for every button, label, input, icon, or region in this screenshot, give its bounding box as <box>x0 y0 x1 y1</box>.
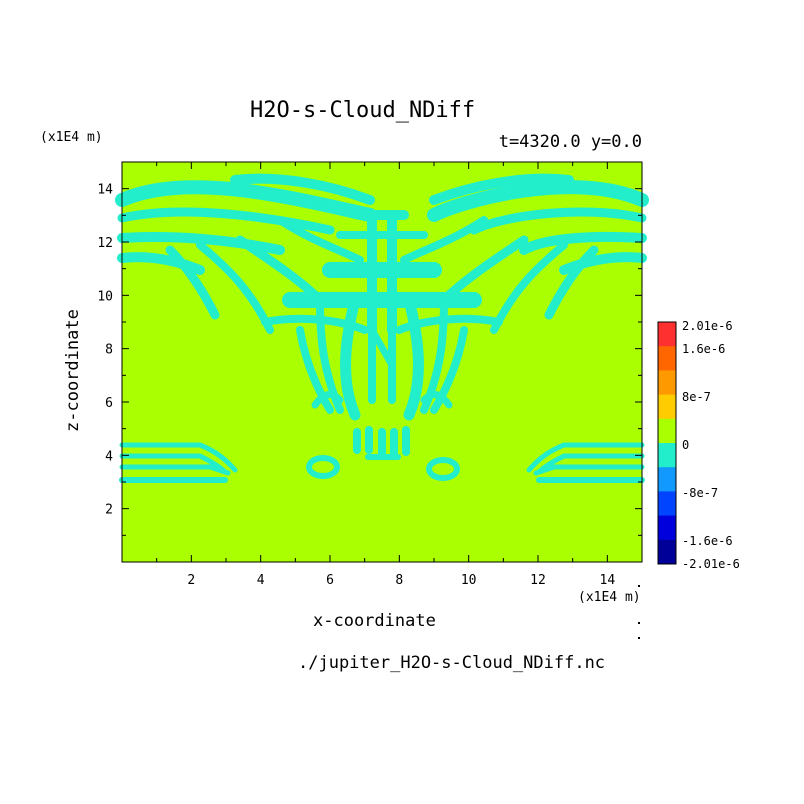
x-tick-label: 14 <box>600 573 616 588</box>
y-tick-label: 12 <box>97 236 113 251</box>
plot-background <box>122 162 642 562</box>
x-tick-label: 10 <box>461 573 477 588</box>
y-tick-label: 14 <box>97 183 113 198</box>
colorbar-swatch <box>658 539 676 565</box>
plot-frame <box>121 161 643 563</box>
colorbar-swatch <box>658 491 676 517</box>
y-tick-label: 4 <box>105 449 113 464</box>
colorbar-label: -2.01e-6 <box>682 557 740 571</box>
colorbar-swatch <box>658 346 676 371</box>
x-tick-label: 2 <box>187 573 195 588</box>
y-tick-label: 8 <box>105 343 113 358</box>
colorbar-label: 0 <box>682 438 689 452</box>
x-axis-unit: (x1E4 m) <box>578 590 641 605</box>
colorbar-label: -1.6e-6 <box>682 534 733 548</box>
file-path-label: ./jupiter_H2O-s-Cloud_NDiff.nc <box>298 653 606 673</box>
colorbar-label: 1.6e-6 <box>682 342 725 356</box>
x-tick-label: 12 <box>530 573 546 588</box>
y-tick-label: 6 <box>105 396 113 411</box>
colorbar-swatch <box>658 418 676 444</box>
colorbar-swatch <box>658 394 676 420</box>
x-axis-ticks: 2 4 6 8 10 12 14 <box>156 162 616 588</box>
colorbar-swatch <box>658 443 676 468</box>
eddy-anomalies <box>306 455 460 481</box>
y-axis-unit: (x1E4 m) <box>40 130 103 145</box>
colorbar-label: -8e-7 <box>682 486 718 500</box>
colorbar-swatch <box>658 515 676 541</box>
y-axis-ticks: 2 4 6 8 10 12 14 <box>97 183 642 536</box>
colorbar-swatch <box>658 322 676 347</box>
colorbar-frame <box>657 321 677 565</box>
x-axis-label: x-coordinate <box>313 611 436 631</box>
y-tick-label: 10 <box>97 289 113 304</box>
colorbar: 2.01e-6 1.6e-6 8e-7 0 -8e-7 -1.6e-6 -2.01e-6 <box>657 319 740 571</box>
x-tick-label: 4 <box>257 573 265 588</box>
plot-area <box>115 161 649 563</box>
chart-title: H2O-s-Cloud_NDiff <box>250 98 476 123</box>
colorbar-swatch <box>658 370 676 396</box>
corner-marks <box>638 585 640 639</box>
colorbar-swatch <box>658 467 676 492</box>
y-tick-label: 2 <box>105 503 113 518</box>
chart-subtitle: t=4320.0 y=0.0 <box>498 132 642 152</box>
colorbar-label: 8e-7 <box>682 390 711 404</box>
colorbar-label: 2.01e-6 <box>682 319 733 333</box>
x-tick-label: 8 <box>395 573 403 588</box>
cloud-anomaly-layer <box>115 173 649 483</box>
x-tick-label: 6 <box>326 573 334 588</box>
